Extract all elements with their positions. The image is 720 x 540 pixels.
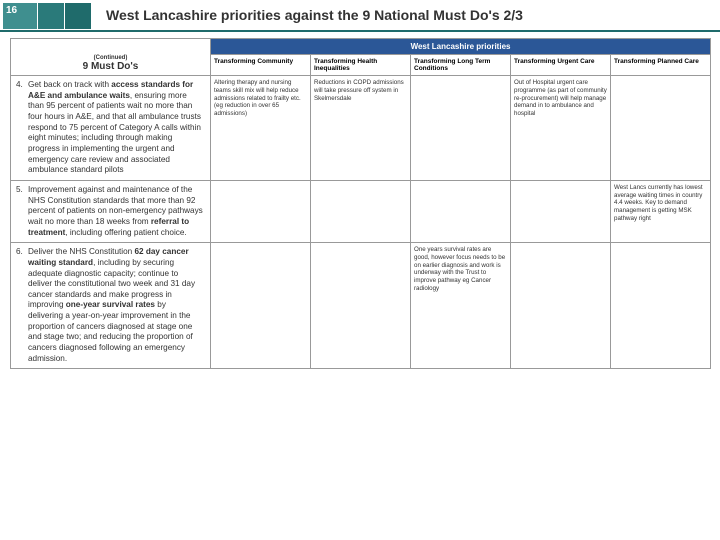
- priority-cell: Reductions in COPD admissions will take …: [311, 76, 411, 181]
- slide-header: 16 West Lancashire priorities against th…: [0, 0, 720, 32]
- page-number: 16: [6, 5, 17, 16]
- column-header: Transforming Long Term Conditions: [411, 55, 511, 76]
- priority-cell: [511, 180, 611, 242]
- priority-cell: Out of Hospital urgent care programme (a…: [511, 76, 611, 181]
- priorities-table: (Continued) 9 Must Do's West Lancashire …: [10, 38, 711, 369]
- banner-row: (Continued) 9 Must Do's West Lancashire …: [11, 39, 711, 55]
- priority-cell: [311, 243, 411, 369]
- header-decor: [38, 3, 92, 30]
- page-title: West Lancashire priorities against the 9…: [92, 0, 720, 30]
- must-do-label: 9 Must Do's: [13, 61, 208, 72]
- priority-cell: [211, 180, 311, 242]
- priority-cell: [211, 243, 311, 369]
- row-number: 4.: [16, 80, 28, 91]
- table-row: 5.Improvement against and maintenance of…: [11, 180, 711, 242]
- priority-cell: One years survival rates are good, howev…: [411, 243, 511, 369]
- column-header: Transforming Urgent Care: [511, 55, 611, 76]
- column-header: Transforming Community: [211, 55, 311, 76]
- priorities-table-wrap: (Continued) 9 Must Do's West Lancashire …: [0, 32, 720, 369]
- must-do-cell: 5.Improvement against and maintenance of…: [11, 180, 211, 242]
- must-do-header-cell: (Continued) 9 Must Do's: [11, 39, 211, 76]
- table-row: 4.Get back on track with access standard…: [11, 76, 711, 181]
- priority-cell: West Lancs currently has lowest average …: [611, 180, 711, 242]
- must-do-text: Improvement against and maintenance of t…: [28, 185, 203, 238]
- must-do-text: Get back on track with access standards …: [28, 80, 203, 176]
- priority-cell: [311, 180, 411, 242]
- decor-square-1: [38, 3, 64, 29]
- row-number: 6.: [16, 247, 28, 258]
- column-header: Transforming Planned Care: [611, 55, 711, 76]
- priority-cell: [411, 76, 511, 181]
- priority-cell: [511, 243, 611, 369]
- priority-cell: Altering therapy and nursing teams skill…: [211, 76, 311, 181]
- column-header: Transforming Health Inequalities: [311, 55, 411, 76]
- must-do-text: Deliver the NHS Constitution 62 day canc…: [28, 247, 203, 364]
- decor-square-2: [65, 3, 91, 29]
- row-number: 5.: [16, 185, 28, 196]
- priority-cell: [611, 76, 711, 181]
- banner-cell: West Lancashire priorities: [211, 39, 711, 55]
- must-do-cell: 4.Get back on track with access standard…: [11, 76, 211, 181]
- priority-cell: [411, 180, 511, 242]
- page-number-box: 16: [3, 3, 37, 29]
- priority-cell: [611, 243, 711, 369]
- must-do-cell: 6.Deliver the NHS Constitution 62 day ca…: [11, 243, 211, 369]
- table-row: 6.Deliver the NHS Constitution 62 day ca…: [11, 243, 711, 369]
